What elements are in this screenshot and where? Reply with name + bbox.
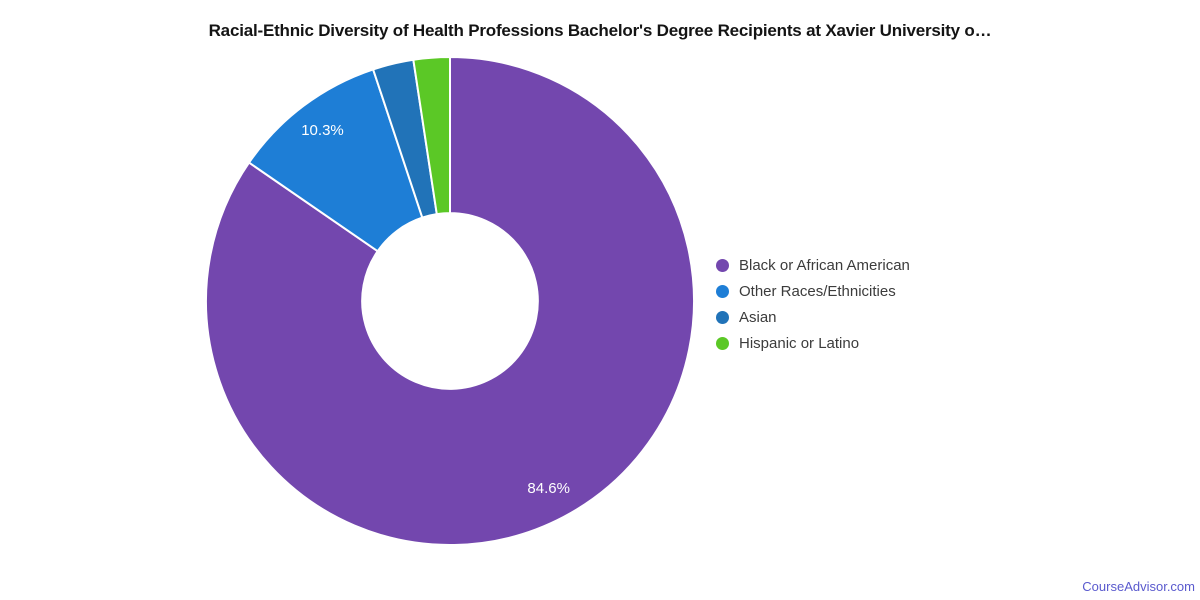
legend-item-3[interactable]: Hispanic or Latino (716, 334, 910, 353)
legend-label: Other Races/Ethnicities (739, 283, 896, 300)
pie-slice-1[interactable] (248, 68, 424, 253)
legend-swatch-icon (716, 337, 729, 350)
legend-item-1[interactable]: Other Races/Ethnicities (716, 282, 910, 301)
courseadvisor-link[interactable]: CourseAdvisor.com (1082, 579, 1195, 594)
legend-label: Asian (739, 309, 777, 326)
legend-item-2[interactable]: Asian (716, 308, 910, 327)
slice-label-1: 10.3% (301, 122, 344, 139)
legend-swatch-icon (716, 285, 729, 298)
legend-swatch-icon (716, 259, 729, 272)
slice-label-0: 84.6% (527, 480, 570, 497)
donut-chart: 84.6% 10.3% (205, 56, 695, 546)
chart-title: Racial-Ethnic Diversity of Health Profes… (208, 21, 992, 40)
legend-label: Hispanic or Latino (739, 335, 860, 352)
legend-item-0[interactable]: Black or African American (716, 256, 910, 275)
legend-label: Black or African American (739, 257, 910, 274)
pie-slice-0[interactable] (205, 56, 695, 546)
legend: Black or African American Other Races/Eth… (716, 256, 910, 353)
pie-slice-3[interactable] (412, 56, 451, 216)
legend-swatch-icon (716, 311, 729, 324)
